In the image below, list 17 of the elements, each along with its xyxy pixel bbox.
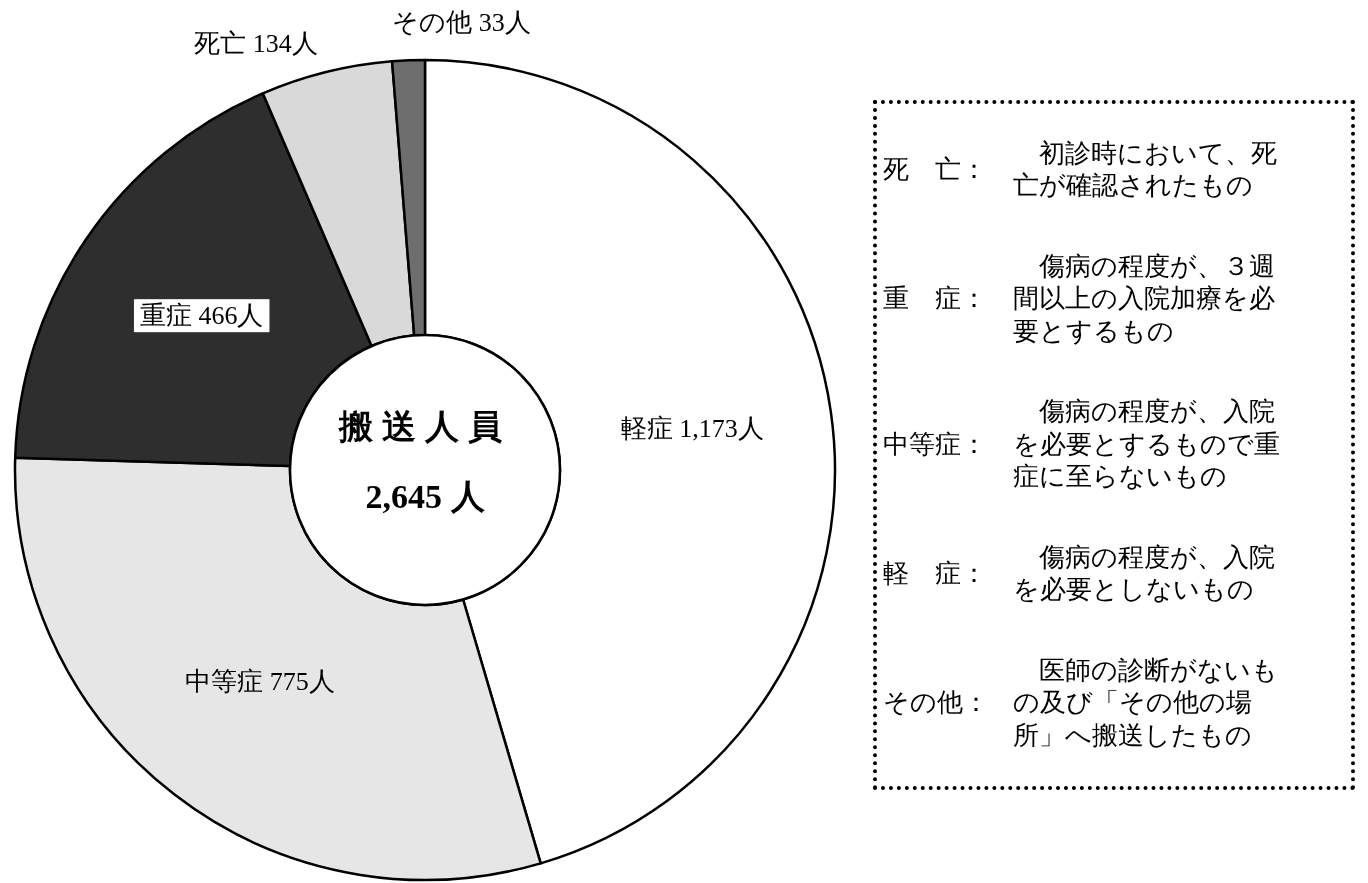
- slice-label: その他 33人: [392, 8, 531, 38]
- text: 傷病の程度が、入院を必要とするもので重症に至らないもの: [1013, 396, 1281, 494]
- text: 初診時において、死亡が確認されたもの: [1013, 137, 1278, 203]
- slice-label: 重症 466人: [139, 301, 264, 331]
- text: 重 症：: [883, 283, 988, 316]
- slice-label: 軽症 1,173人: [620, 414, 764, 444]
- text: 傷病の程度が、入院を必要としないもの: [1013, 541, 1276, 607]
- text: 医師の診断がないもの及び「その他の場所」へ搬送したもの: [1013, 654, 1279, 752]
- slice-label: 死亡 134人: [194, 29, 318, 59]
- text: 軽 症：: [883, 557, 988, 590]
- slice-label: 中等症 775人: [185, 666, 335, 696]
- text: 2,645 人: [365, 477, 486, 515]
- text: 中等症：: [883, 428, 988, 461]
- text: その他：: [883, 687, 990, 719]
- text: 死 亡：: [883, 154, 988, 187]
- text: 搬送人員: [338, 407, 511, 445]
- text: 傷病の程度が、３週間以上の入院加療を必要とするもの: [1013, 250, 1276, 348]
